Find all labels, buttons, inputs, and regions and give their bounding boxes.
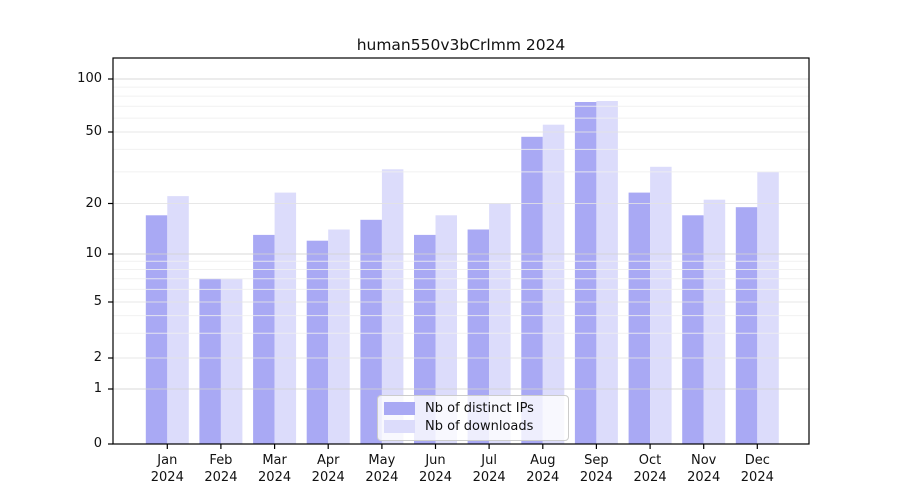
y-tick-label-1: 1 [93,381,102,396]
legend-label-downloads: Nb of downloads [425,419,534,434]
bar-distinct-ips-nov [682,215,704,444]
bar-downloads-mar [274,192,297,444]
bar-distinct-ips-aug [521,136,543,445]
x-tick-label-dec: Dec 2024 [740,453,774,485]
bar-downloads-may [381,169,404,445]
x-tick-label-nov: Nov 2024 [687,453,721,485]
y-tick-label-20: 20 [85,195,102,211]
bar-downloads-feb [220,278,243,444]
x-tick-label-jul: Jul 2024 [472,453,506,485]
x-tick-label-jan: Jan 2024 [150,453,184,485]
bar-distinct-ips-sep [574,102,597,444]
y-tick-label-10: 10 [85,246,102,261]
bar-distinct-ips-dec [735,207,758,444]
legend-box: Nb of distinct IPs Nb of downloads [377,395,569,441]
y-tick-label-5: 5 [93,294,102,309]
x-tick-label-jun: Jun 2024 [418,453,453,485]
chart-title: human550v3bCrlmm 2024 [356,36,566,54]
bar-downloads-jul [489,203,511,444]
bar-downloads-apr [328,229,350,444]
legend-item-distinct-ips: Nb of distinct IPs [384,401,560,416]
bar-distinct-ips-mar [253,234,275,444]
x-tick-label-mar: Mar 2024 [258,453,292,485]
y-tick-label-2: 2 [93,350,102,365]
y-tick-label-0: 0 [93,436,102,451]
y-tick-label-100: 100 [77,71,102,86]
bar-distinct-ips-apr [306,240,329,444]
x-tick-label-feb: Feb 2024 [204,453,238,485]
bar-downloads-jun [435,215,457,444]
bar-downloads-aug [542,124,565,444]
y-tick-label-50: 50 [85,124,102,139]
bar-downloads-sep [596,101,618,444]
bar-distinct-ips-oct [628,192,651,444]
bar-distinct-ips-feb [199,278,221,444]
bar-downloads-jan [167,196,189,444]
bar-downloads-oct [650,166,672,445]
legend-swatch-distinct-ips [384,402,415,415]
x-tick-label-apr: Apr 2024 [311,453,345,485]
x-tick-label-may: May 2024 [365,453,399,485]
x-tick-label-oct: Oct 2024 [633,453,667,485]
bar-downloads-dec [757,171,779,444]
x-tick-label-aug: Aug 2024 [526,453,560,485]
legend-swatch-downloads [384,420,415,433]
bar-distinct-ips-jul [467,229,490,444]
x-tick-label-sep: Sep 2024 [579,453,613,485]
bar-downloads-nov [703,199,726,444]
bar-distinct-ips-may [360,219,382,444]
bar-distinct-ips-jun [414,234,436,444]
plot-border [112,57,810,445]
legend-item-downloads: Nb of downloads [384,419,560,434]
legend-label-distinct-ips: Nb of distinct IPs [425,401,534,416]
bar-distinct-ips-jan [145,215,168,444]
